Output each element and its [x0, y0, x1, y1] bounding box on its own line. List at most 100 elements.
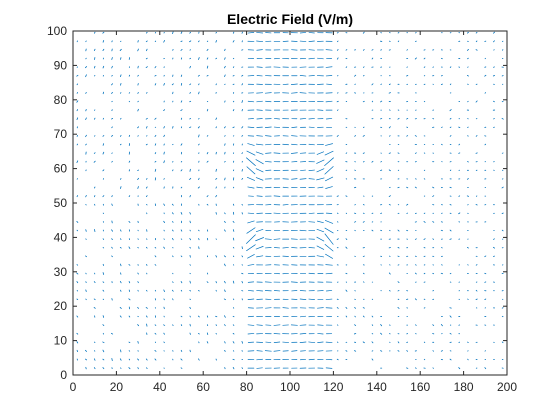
- field-arrow: [223, 350, 226, 352]
- field-arrow: [93, 358, 96, 361]
- field-arrow: [247, 212, 255, 214]
- field-arrow: [291, 143, 298, 146]
- field-arrow: [354, 324, 357, 326]
- field-arrow: [423, 220, 426, 223]
- field-arrow: [102, 238, 105, 240]
- field-arrow: [232, 220, 235, 223]
- field-arrow: [247, 186, 255, 189]
- field-arrow: [467, 100, 469, 103]
- field-arrow: [154, 358, 157, 361]
- field-arrow: [128, 246, 131, 249]
- field-arrow: [441, 143, 443, 146]
- field-arrow: [85, 349, 88, 352]
- field-arrow: [145, 143, 148, 146]
- field-arrow: [163, 289, 165, 292]
- field-arrow: [215, 168, 217, 172]
- field-arrow: [232, 358, 235, 361]
- field-arrow: [397, 307, 400, 309]
- field-arrow: [308, 57, 315, 60]
- field-arrow: [397, 117, 400, 120]
- y-tick-label: 0: [60, 368, 67, 382]
- field-arrow: [154, 152, 157, 155]
- field-arrow: [232, 40, 235, 43]
- field-arrow: [223, 255, 226, 258]
- x-tick-label: 60: [197, 380, 211, 394]
- field-arrow: [299, 118, 307, 120]
- field-arrow: [273, 126, 281, 128]
- field-arrow: [291, 350, 298, 352]
- field-arrow: [120, 117, 122, 120]
- field-arrow: [406, 49, 408, 51]
- field-arrow: [501, 212, 504, 215]
- field-arrow: [154, 247, 157, 249]
- field-arrow: [206, 74, 209, 77]
- field-arrow: [189, 220, 191, 224]
- field-arrow: [371, 229, 374, 232]
- field-arrow: [406, 186, 409, 189]
- field-arrow: [102, 65, 105, 69]
- field-arrow: [163, 203, 165, 206]
- field-arrow: [241, 74, 244, 77]
- field-arrow: [380, 83, 382, 86]
- field-arrow: [255, 168, 264, 173]
- field-arrow: [224, 48, 226, 52]
- field-arrow: [256, 186, 263, 189]
- field-arrow: [282, 204, 289, 206]
- field-arrow: [232, 247, 235, 249]
- field-arrow: [246, 244, 256, 252]
- field-arrow: [317, 333, 324, 335]
- field-arrow: [189, 177, 192, 180]
- field-arrow: [414, 272, 417, 275]
- field-arrow: [171, 212, 174, 215]
- field-arrow: [93, 307, 96, 309]
- field-arrow: [397, 40, 400, 43]
- field-arrow: [172, 298, 174, 301]
- field-arrow: [246, 157, 256, 166]
- field-arrow: [345, 350, 348, 352]
- field-arrow: [85, 298, 87, 301]
- field-arrow: [291, 178, 298, 180]
- field-arrow: [76, 281, 79, 284]
- field-arrow: [180, 143, 183, 146]
- field-arrow: [316, 220, 324, 224]
- field-arrow: [475, 204, 478, 206]
- field-arrow: [466, 74, 469, 77]
- field-arrow: [241, 152, 244, 154]
- field-arrow: [102, 281, 105, 283]
- field-arrow: [120, 238, 122, 240]
- field-arrow: [180, 358, 183, 361]
- field-arrow: [93, 160, 96, 163]
- field-arrow: [246, 166, 256, 175]
- field-arrow: [85, 66, 88, 69]
- field-arrow: [325, 186, 333, 189]
- field-arrow: [308, 178, 315, 180]
- field-arrow: [241, 31, 243, 34]
- field-arrow: [326, 83, 332, 85]
- field-arrow: [316, 177, 325, 181]
- field-arrow: [371, 83, 374, 86]
- field-arrow: [449, 332, 452, 335]
- field-arrow: [345, 238, 348, 241]
- field-arrow: [232, 280, 235, 284]
- field-arrow: [397, 247, 400, 249]
- field-arrow: [137, 358, 140, 361]
- field-arrow: [85, 143, 87, 146]
- field-arrow: [362, 315, 365, 318]
- field-arrow: [493, 238, 495, 240]
- field-arrow: [76, 332, 79, 335]
- field-arrow: [189, 83, 192, 86]
- vector-field: [76, 31, 504, 370]
- field-arrow: [256, 109, 263, 111]
- field-arrow: [206, 135, 209, 137]
- field-arrow: [371, 160, 374, 163]
- field-arrow: [102, 289, 105, 292]
- field-arrow: [423, 66, 426, 68]
- field-arrow: [102, 247, 105, 249]
- field-arrow: [449, 66, 452, 68]
- field-arrow: [440, 350, 443, 352]
- field-arrow: [206, 108, 209, 112]
- field-arrow: [345, 49, 348, 51]
- field-arrow: [189, 126, 192, 129]
- field-arrow: [198, 40, 200, 43]
- field-arrow: [345, 246, 348, 249]
